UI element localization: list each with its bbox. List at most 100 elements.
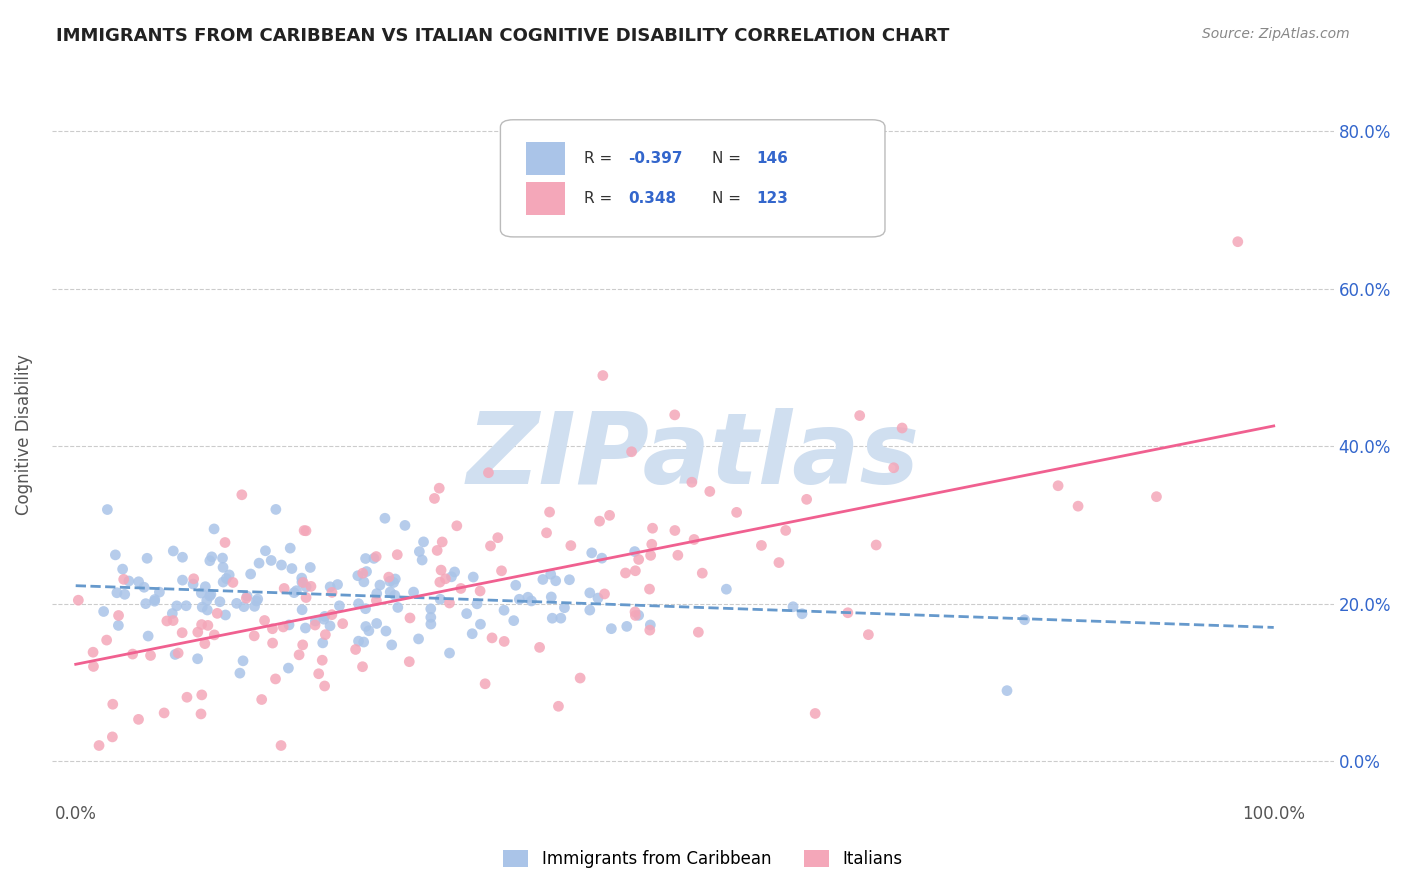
Italians [538, 505, 561, 519]
Italians [292, 524, 315, 538]
Immigrants from Caribbean [505, 578, 527, 592]
Italians [627, 552, 650, 566]
Immigrants from Caribbean [246, 592, 269, 607]
Immigrants from Caribbean [201, 549, 224, 564]
Immigrants from Caribbean [114, 587, 136, 601]
Italians [82, 659, 104, 673]
Immigrants from Caribbean [716, 582, 738, 597]
Italians [262, 636, 284, 650]
Immigrants from Caribbean [439, 646, 461, 660]
Italians [560, 539, 582, 553]
Immigrants from Caribbean [118, 574, 141, 588]
Italians [536, 525, 558, 540]
Italians [107, 608, 129, 623]
Immigrants from Caribbean [136, 551, 159, 566]
Immigrants from Caribbean [291, 603, 314, 617]
Italians [804, 706, 827, 721]
Italians [197, 618, 219, 632]
Immigrants from Caribbean [384, 572, 406, 586]
Immigrants from Caribbean [243, 599, 266, 614]
Italians [96, 633, 118, 648]
Italians [314, 627, 336, 641]
Italians [494, 634, 516, 648]
Immigrants from Caribbean [408, 544, 430, 558]
Italians [624, 608, 647, 623]
Immigrants from Caribbean [790, 607, 813, 621]
Text: R =: R = [583, 151, 617, 166]
Italians [308, 666, 330, 681]
Immigrants from Caribbean [208, 595, 231, 609]
Immigrants from Caribbean [143, 592, 166, 607]
Immigrants from Caribbean [381, 638, 404, 652]
Immigrants from Caribbean [187, 652, 209, 666]
Italians [112, 572, 135, 586]
Italians [167, 646, 190, 660]
Italians [273, 582, 295, 596]
Text: 0.348: 0.348 [628, 191, 676, 206]
Immigrants from Caribbean [277, 661, 299, 675]
Italians [848, 409, 870, 423]
Italians [139, 648, 162, 663]
Immigrants from Caribbean [245, 594, 267, 608]
Immigrants from Caribbean [270, 558, 292, 572]
Italians [172, 625, 194, 640]
Italians [474, 677, 496, 691]
Italians [262, 622, 284, 636]
Italians [569, 671, 592, 685]
Immigrants from Caribbean [374, 511, 396, 525]
Italians [768, 556, 790, 570]
Immigrants from Caribbean [419, 602, 441, 616]
Italians [202, 628, 225, 642]
Immigrants from Caribbean [492, 603, 515, 617]
Italians [264, 672, 287, 686]
Italians [666, 548, 689, 562]
Italians [683, 533, 706, 547]
Italians [865, 538, 887, 552]
Italians [624, 605, 647, 619]
Italians [311, 653, 333, 667]
Immigrants from Caribbean [148, 585, 170, 599]
Bar [526, 182, 564, 215]
Immigrants from Caribbean [443, 565, 465, 579]
Italians [194, 637, 217, 651]
Immigrants from Caribbean [218, 567, 240, 582]
Italians [187, 625, 209, 640]
Text: -0.397: -0.397 [628, 151, 683, 166]
Immigrants from Caribbean [357, 624, 380, 638]
Immigrants from Caribbean [591, 551, 613, 566]
Italians [427, 481, 450, 495]
Italians [477, 466, 499, 480]
Italians [299, 579, 322, 593]
Immigrants from Caribbean [368, 578, 391, 592]
Immigrants from Caribbean [314, 609, 336, 624]
Italians [858, 628, 880, 642]
Immigrants from Caribbean [195, 603, 218, 617]
Immigrants from Caribbean [384, 588, 406, 602]
Italians [321, 607, 343, 622]
Immigrants from Caribbean [295, 580, 318, 594]
Italians [121, 647, 143, 661]
Text: N =: N = [711, 191, 745, 206]
Immigrants from Caribbean [465, 597, 488, 611]
Immigrants from Caribbean [278, 618, 301, 632]
Italians [387, 548, 409, 562]
Immigrants from Caribbean [470, 617, 492, 632]
Immigrants from Caribbean [354, 619, 377, 633]
Italians [314, 679, 336, 693]
Immigrants from Caribbean [408, 632, 430, 646]
Immigrants from Caribbean [260, 553, 283, 567]
Immigrants from Caribbean [540, 590, 562, 604]
Immigrants from Caribbean [105, 586, 128, 600]
Italians [681, 475, 703, 490]
Text: Source: ZipAtlas.com: Source: ZipAtlas.com [1202, 27, 1350, 41]
Italians [101, 730, 124, 744]
Italians [291, 638, 314, 652]
Italians [620, 444, 643, 458]
Italians [253, 614, 276, 628]
Italians [399, 611, 422, 625]
Italians [624, 564, 647, 578]
Immigrants from Caribbean [96, 502, 118, 516]
Italians [82, 645, 104, 659]
Italians [67, 593, 90, 607]
Italians [352, 659, 374, 673]
